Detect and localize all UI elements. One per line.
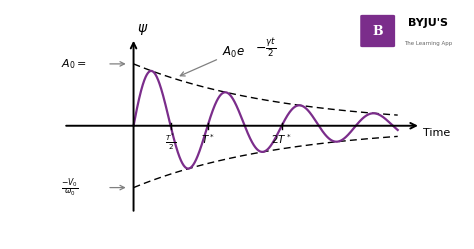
Text: Time: Time xyxy=(423,128,451,138)
Text: $2T^*$: $2T^*$ xyxy=(272,132,292,146)
Text: $A_0e$: $A_0e$ xyxy=(180,45,245,76)
Text: $\psi$: $\psi$ xyxy=(137,22,148,37)
Text: B: B xyxy=(373,25,383,38)
Text: $T^*$: $T^*$ xyxy=(201,132,215,146)
FancyBboxPatch shape xyxy=(360,15,395,47)
Text: $A_0 =$: $A_0 =$ xyxy=(61,57,87,71)
Text: $\frac{T^*}{2}$: $\frac{T^*}{2}$ xyxy=(165,132,176,152)
Text: $-\frac{\gamma t}{2}$: $-\frac{\gamma t}{2}$ xyxy=(255,37,276,60)
Text: $\frac{-V_0}{\omega_0}$: $\frac{-V_0}{\omega_0}$ xyxy=(61,176,78,199)
Text: The Learning App: The Learning App xyxy=(404,41,452,46)
Text: BYJU'S: BYJU'S xyxy=(408,17,448,27)
